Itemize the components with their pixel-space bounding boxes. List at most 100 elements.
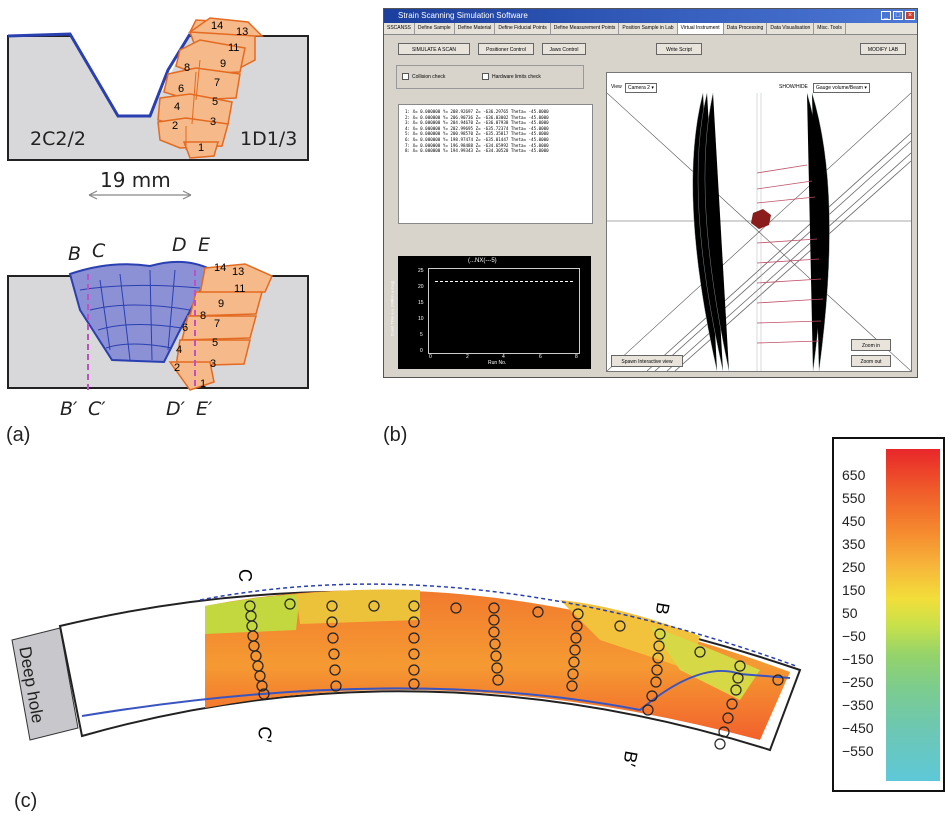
camera-select[interactable]: Camera 2 ▾ [625, 83, 657, 93]
hardware-limits-label: Hardware limits check [492, 73, 541, 80]
bead-2: 2 [172, 120, 179, 132]
window-title: Strain Scanning Simulation Software _ □ … [384, 9, 917, 23]
show-hide-value: Gauge volume/Beam [816, 85, 863, 91]
tab-define-measurement[interactable]: Define Measurement Points [551, 23, 620, 34]
camera-select-value: Camera 2 [628, 85, 650, 91]
colorbar-tick: 50 [842, 605, 858, 621]
log-line: 4: X= 0.000000 Y= 202.99695 Z= -635.7237… [405, 125, 549, 131]
scan-log: 1: X= 0.000000 Y= 208.92697 Z= -636.2976… [398, 104, 593, 224]
minimize-icon[interactable]: _ [881, 11, 891, 20]
positioner-control-button[interactable]: Positioner Control [478, 43, 534, 55]
jaws-control-button[interactable]: Jaws Control [542, 43, 586, 55]
hardware-limits-check[interactable]: Hardware limits check [482, 73, 541, 80]
bead-11-b: 11 [234, 283, 246, 295]
bead-13-b: 13 [232, 266, 245, 278]
software-window: Strain Scanning Simulation Software _ □ … [383, 8, 918, 378]
mini-ytick: 15 [418, 300, 424, 306]
colorbar-tick: 250 [842, 559, 866, 575]
mini-xtick: 0 [429, 354, 432, 360]
tab-data-visualisation[interactable]: Data Visualisation [767, 23, 815, 34]
mini-plot-line [435, 281, 573, 282]
tab-misc-tools[interactable]: Misc. Tools [814, 23, 846, 34]
count-time-plot: (...NX(---5) Run No. 0 2 4 6 8 0 5 10 15… [389, 256, 591, 369]
label-b: B [68, 243, 82, 265]
show-hide-select[interactable]: Gauge volume/Beam ▾ [813, 83, 870, 93]
bead-5: 5 [212, 96, 219, 108]
log-line: 2: X= 0.000000 Y= 206.90736 Z= -636.0300… [405, 114, 549, 120]
mini-xtick: 4 [502, 354, 505, 360]
dimension-label: 19 mm [100, 168, 171, 192]
stress-map [11, 583, 802, 752]
tab-position-sample[interactable]: Position Sample in Lab [619, 23, 678, 34]
window-title-text: Strain Scanning Simulation Software [398, 11, 528, 20]
bead-9-b: 9 [218, 298, 225, 310]
modify-lab-button[interactable]: MODIFY LAB [860, 43, 906, 55]
dimension-arrow [88, 190, 192, 200]
spawn-view-button[interactable]: Spawn Interactive view [611, 355, 683, 367]
bead-1-b: 1 [200, 378, 207, 390]
simulate-scan-button[interactable]: SIMULATE A SCAN [398, 43, 470, 55]
weld-top-diagram [7, 17, 309, 161]
weld-right-label: 1D1/3 [240, 128, 298, 150]
colorbar-tick: −150 [842, 651, 874, 667]
bead-3: 3 [210, 116, 217, 128]
colorbar-tick: 550 [842, 490, 866, 506]
bead-4-b: 4 [176, 344, 183, 356]
colorbar-tick: −450 [842, 720, 874, 736]
checkbox-icon[interactable] [482, 73, 489, 80]
tab-data-processing[interactable]: Data Processing [724, 23, 768, 34]
weld-bottom-diagram [7, 260, 309, 391]
tab-virtual-instrument[interactable]: Virtual Instrument [677, 23, 724, 34]
mini-plot-frame [428, 268, 580, 354]
colorbar-tick: −550 [842, 743, 874, 759]
mini-xtick: 2 [466, 354, 469, 360]
mini-plot-xlabel: Run No. [488, 360, 507, 366]
label-c: C [92, 240, 106, 262]
collision-check[interactable]: Collision check [402, 73, 445, 80]
bead-13: 13 [236, 26, 249, 38]
bead-11: 11 [228, 42, 240, 54]
mini-xtick: 8 [575, 354, 578, 360]
label-d: D [172, 234, 187, 256]
map-label-c: C [235, 569, 255, 582]
mini-plot-ylabel: Count Time a.u. (Million u.mag) [389, 280, 395, 337]
panel-label-c: (c) [14, 790, 38, 812]
instrument-scene [607, 92, 911, 371]
bead-8: 8 [184, 62, 191, 74]
colorbar-tick: 350 [842, 536, 866, 552]
mini-ytick: 25 [418, 268, 424, 274]
close-icon[interactable]: × [905, 11, 915, 20]
label-e: E [198, 234, 211, 256]
mini-xtick: 6 [539, 354, 542, 360]
log-line: 5: X= 0.000000 Y= 200.98570 Z= -635.3581… [405, 131, 549, 137]
collision-check-label: Collision check [412, 73, 446, 80]
checks-group [396, 65, 584, 89]
tab-sscanss[interactable]: SSCANSS [384, 23, 415, 34]
maximize-icon[interactable]: □ [893, 11, 903, 20]
bead-3-b: 3 [210, 358, 217, 370]
checkbox-icon[interactable] [402, 73, 409, 80]
bead-7: 7 [214, 77, 221, 89]
tab-define-sample[interactable]: Define Sample [415, 23, 455, 34]
colorbar-tick: −50 [842, 628, 866, 644]
log-line: 8: X= 0.000000 Y= 194.99343 Z= -634.3052… [405, 148, 549, 154]
bead-7-b: 7 [214, 318, 221, 330]
write-script-button[interactable]: Write Script [656, 43, 702, 55]
colorbar-tick: 150 [842, 582, 866, 598]
mini-ytick: 5 [420, 332, 423, 338]
log-line: 1: X= 0.000000 Y= 208.92697 Z= -636.2976… [405, 109, 549, 114]
tab-define-material[interactable]: Define Material [455, 23, 496, 34]
3d-view[interactable]: View Camera 2 ▾ SHOW/HIDE Gauge volume/B… [606, 72, 912, 372]
log-line: 3: X= 0.000000 Y= 204.94670 Z= -636.0793… [405, 120, 549, 126]
zoom-in-button[interactable]: Zoom in [851, 339, 891, 351]
tab-define-fiducial[interactable]: Define Fiducial Points [495, 23, 551, 34]
colorbar-tick: 650 [842, 467, 866, 483]
view-label: View [611, 84, 622, 90]
panel-label-b: (b) [383, 424, 408, 446]
bead-8-b: 8 [200, 310, 207, 322]
label-e-prime: E′ [196, 398, 213, 420]
label-b-prime: B′ [60, 398, 78, 420]
bead-4: 4 [174, 101, 181, 113]
map-label-c-prime: C′ [254, 726, 275, 743]
zoom-out-button[interactable]: Zoom out [851, 355, 891, 367]
